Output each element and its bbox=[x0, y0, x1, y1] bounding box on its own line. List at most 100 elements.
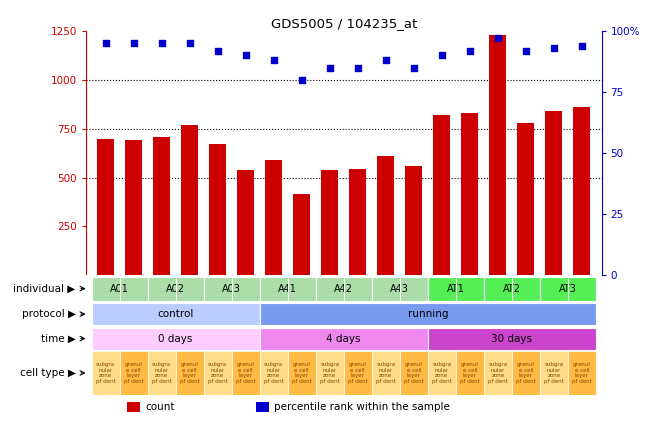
Bar bbox=[316, 277, 371, 301]
Text: percentile rank within the sample: percentile rank within the sample bbox=[274, 402, 450, 412]
Text: 30 days: 30 days bbox=[491, 333, 532, 344]
Bar bbox=[260, 351, 288, 395]
Text: running: running bbox=[408, 309, 448, 319]
Bar bbox=[260, 277, 316, 301]
Bar bbox=[260, 303, 596, 325]
Bar bbox=[484, 351, 512, 395]
Text: A03: A03 bbox=[222, 284, 241, 293]
Text: subgra
nular
zone
pf dent: subgra nular zone pf dent bbox=[264, 362, 284, 384]
Bar bbox=[97, 139, 114, 275]
Point bbox=[100, 40, 111, 47]
Bar bbox=[293, 194, 310, 275]
Point bbox=[576, 42, 587, 49]
Bar bbox=[371, 277, 428, 301]
Bar bbox=[147, 277, 204, 301]
Text: subgra
nular
zone
pf dent: subgra nular zone pf dent bbox=[208, 362, 227, 384]
Text: A02: A02 bbox=[166, 284, 185, 293]
Text: granul
e cell
layer
pf dent: granul e cell layer pf dent bbox=[292, 362, 311, 384]
Bar bbox=[428, 351, 456, 395]
Bar bbox=[265, 160, 282, 275]
Text: granul
e cell
layer
pf dent: granul e cell layer pf dent bbox=[404, 362, 424, 384]
Text: subgra
nular
zone
pf dent: subgra nular zone pf dent bbox=[96, 362, 116, 384]
Point bbox=[521, 47, 531, 54]
Text: subgra
nular
zone
pf dent: subgra nular zone pf dent bbox=[488, 362, 508, 384]
Bar bbox=[512, 351, 540, 395]
Point bbox=[381, 57, 391, 64]
Text: count: count bbox=[145, 402, 175, 412]
Bar bbox=[176, 351, 204, 395]
Text: cell type ▶: cell type ▶ bbox=[20, 368, 75, 378]
Point bbox=[241, 52, 251, 59]
Bar bbox=[344, 351, 371, 395]
Bar bbox=[428, 277, 484, 301]
Bar bbox=[204, 277, 260, 301]
Bar bbox=[428, 328, 596, 349]
Bar bbox=[377, 156, 394, 275]
Text: AT2: AT2 bbox=[503, 284, 521, 293]
Text: subgra
nular
zone
pf dent: subgra nular zone pf dent bbox=[320, 362, 340, 384]
Bar bbox=[256, 402, 269, 412]
Point bbox=[325, 64, 335, 71]
Bar bbox=[260, 328, 428, 349]
Text: individual ▶: individual ▶ bbox=[13, 284, 75, 293]
Bar bbox=[574, 107, 590, 275]
Bar bbox=[204, 351, 231, 395]
Text: granul
e cell
layer
pf dent: granul e cell layer pf dent bbox=[572, 362, 592, 384]
Title: GDS5005 / 104235_at: GDS5005 / 104235_at bbox=[270, 17, 417, 30]
Bar bbox=[540, 277, 596, 301]
Bar bbox=[288, 351, 316, 395]
Point bbox=[268, 57, 279, 64]
Text: 4 days: 4 days bbox=[327, 333, 361, 344]
Point bbox=[492, 35, 503, 42]
Point bbox=[549, 45, 559, 52]
Bar bbox=[489, 35, 506, 275]
Text: granul
e cell
layer
pf dent: granul e cell layer pf dent bbox=[516, 362, 535, 384]
Text: granul
e cell
layer
pf dent: granul e cell layer pf dent bbox=[124, 362, 143, 384]
Point bbox=[436, 52, 447, 59]
Point bbox=[128, 40, 139, 47]
Text: A42: A42 bbox=[334, 284, 353, 293]
Point bbox=[465, 47, 475, 54]
Point bbox=[408, 64, 419, 71]
Bar bbox=[434, 115, 450, 275]
Bar bbox=[405, 166, 422, 275]
Text: A01: A01 bbox=[110, 284, 129, 293]
Bar bbox=[91, 328, 260, 349]
Point bbox=[296, 76, 307, 83]
Text: control: control bbox=[157, 309, 194, 319]
Bar bbox=[371, 351, 400, 395]
Text: 0 days: 0 days bbox=[159, 333, 193, 344]
Bar bbox=[120, 351, 147, 395]
Text: subgra
nular
zone
pf dent: subgra nular zone pf dent bbox=[152, 362, 171, 384]
Text: granul
e cell
layer
pf dent: granul e cell layer pf dent bbox=[348, 362, 368, 384]
Bar bbox=[321, 170, 338, 275]
Text: A43: A43 bbox=[391, 284, 409, 293]
Bar bbox=[181, 125, 198, 275]
Text: granul
e cell
layer
pf dent: granul e cell layer pf dent bbox=[180, 362, 200, 384]
Bar bbox=[91, 277, 147, 301]
Bar bbox=[349, 169, 366, 275]
Text: AT1: AT1 bbox=[447, 284, 465, 293]
Bar bbox=[127, 402, 140, 412]
Bar bbox=[568, 351, 596, 395]
Text: AT3: AT3 bbox=[559, 284, 577, 293]
Text: A41: A41 bbox=[278, 284, 297, 293]
Text: time ▶: time ▶ bbox=[41, 333, 75, 344]
Bar bbox=[316, 351, 344, 395]
Bar bbox=[237, 170, 254, 275]
Bar bbox=[210, 144, 226, 275]
Text: granul
e cell
layer
pf dent: granul e cell layer pf dent bbox=[460, 362, 480, 384]
Text: subgra
nular
zone
pf dent: subgra nular zone pf dent bbox=[376, 362, 396, 384]
Bar bbox=[518, 123, 534, 275]
Bar bbox=[456, 351, 484, 395]
Point bbox=[212, 47, 223, 54]
Text: granul
e cell
layer
pf dent: granul e cell layer pf dent bbox=[236, 362, 256, 384]
Text: subgra
nular
zone
pf dent: subgra nular zone pf dent bbox=[432, 362, 451, 384]
Bar bbox=[153, 137, 170, 275]
Bar bbox=[125, 140, 142, 275]
Bar bbox=[400, 351, 428, 395]
Point bbox=[184, 40, 195, 47]
Bar bbox=[545, 111, 563, 275]
Bar bbox=[231, 351, 260, 395]
Bar bbox=[484, 277, 540, 301]
